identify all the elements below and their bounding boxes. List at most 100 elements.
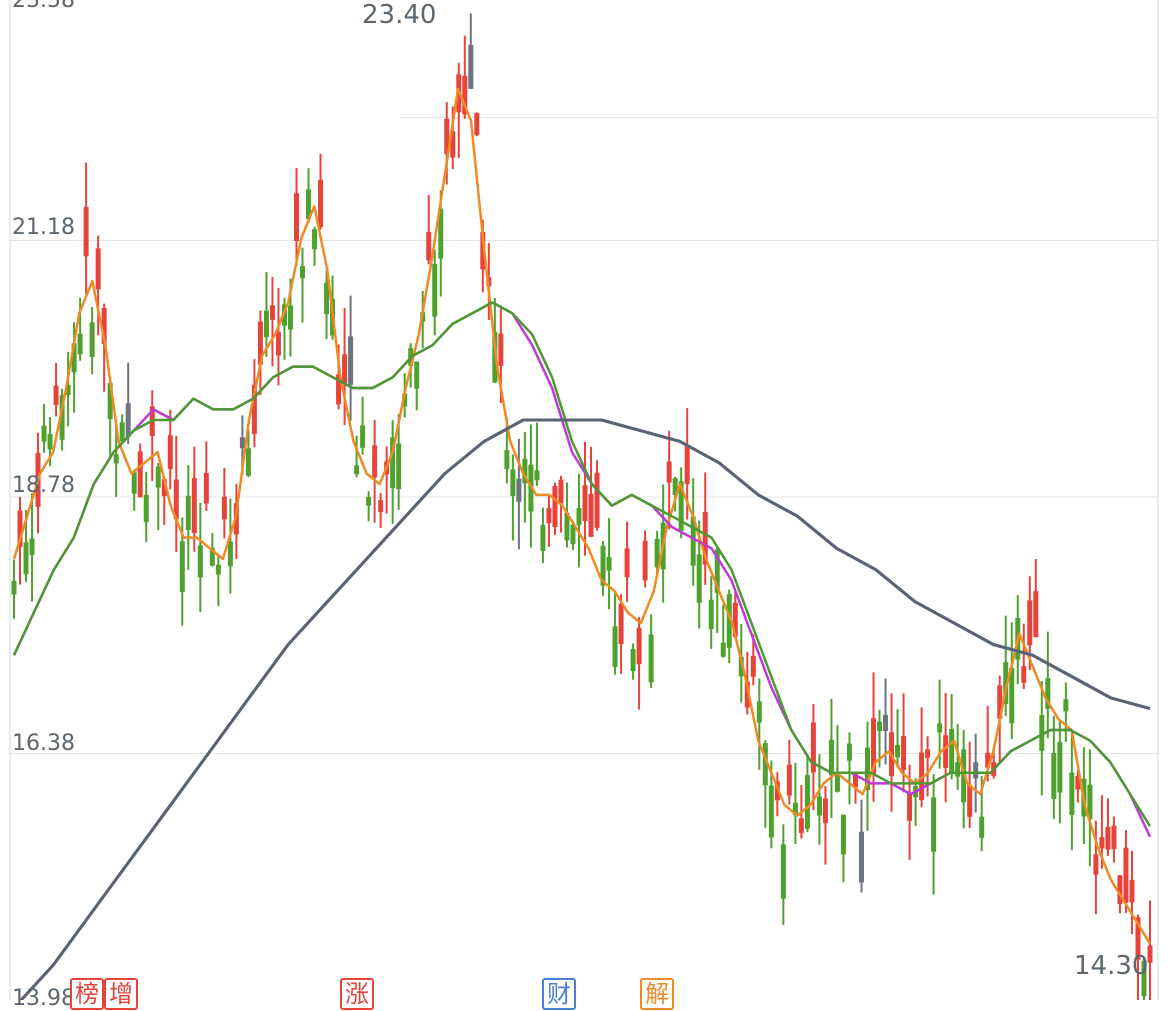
candle-body	[1045, 678, 1051, 709]
candle-body	[624, 548, 630, 578]
candle-body	[738, 656, 744, 677]
candle-body	[101, 307, 107, 345]
y-tick-label: 23.58	[12, 0, 75, 13]
candle-body	[834, 772, 840, 792]
candle-body	[774, 781, 780, 801]
candle-body	[444, 118, 450, 155]
candle-body	[678, 481, 684, 531]
candle-body	[937, 723, 943, 733]
candle-body	[474, 112, 480, 136]
candle-body	[209, 547, 215, 566]
candle-body	[119, 422, 125, 442]
candle-body	[324, 282, 330, 314]
candle-body	[540, 524, 546, 552]
candle-body	[919, 752, 925, 800]
marker-jie[interactable]: 解	[640, 978, 674, 1010]
candle-body	[798, 818, 804, 833]
candle-body	[1099, 837, 1105, 849]
candle-body	[792, 802, 798, 816]
candle-body	[167, 435, 173, 470]
candle-body	[137, 451, 143, 498]
candle-body	[1075, 775, 1081, 790]
candle-body	[1033, 591, 1039, 638]
candles	[11, 13, 1153, 1009]
candle-body	[858, 831, 864, 883]
candle-body	[895, 744, 901, 758]
candle-body	[47, 433, 53, 450]
marker-bang[interactable]: 榜	[70, 978, 104, 1010]
candle-body	[372, 445, 378, 478]
candle-body	[1129, 880, 1135, 903]
candle-body	[654, 538, 660, 568]
candle-body	[1027, 600, 1033, 646]
candle-body	[342, 354, 348, 384]
candle-body	[600, 545, 606, 586]
candle-body	[414, 361, 420, 389]
candle-body	[997, 685, 1003, 719]
candle-body	[594, 472, 600, 528]
y-tick-label: 13.98	[12, 986, 75, 1011]
ma-line	[12, 87, 1152, 945]
moving-average-lines	[12, 87, 1152, 1009]
candle-body	[768, 785, 774, 838]
candle-body	[1141, 960, 1147, 997]
candle-body	[822, 798, 828, 824]
candle-body	[366, 496, 372, 506]
candle-body	[65, 384, 71, 396]
candle-body	[510, 469, 516, 497]
candle-body	[125, 403, 131, 438]
candle-body	[53, 385, 59, 406]
candle-body	[516, 478, 522, 502]
candle-body	[732, 602, 738, 637]
gridlines	[9, 0, 1159, 1000]
candle-body	[390, 437, 396, 489]
candle-body	[612, 626, 618, 667]
candle-body	[534, 470, 540, 481]
candle-body	[77, 333, 83, 355]
candle-body	[245, 448, 251, 476]
candle-body	[143, 494, 149, 523]
marker-cai[interactable]: 财	[542, 978, 576, 1010]
candle-body	[865, 747, 871, 791]
candle-body	[185, 495, 191, 530]
candle-body	[804, 774, 810, 829]
candle-body	[227, 541, 233, 567]
marker-zeng[interactable]: 增	[104, 978, 138, 1010]
candle-body	[468, 44, 474, 89]
candle-body	[883, 714, 889, 731]
candle-body	[498, 333, 504, 366]
candle-body	[312, 229, 318, 250]
candle-body	[985, 752, 991, 768]
candle-body	[907, 792, 913, 821]
candle-body	[816, 796, 822, 816]
candle-body	[426, 231, 432, 261]
candle-body	[402, 393, 408, 407]
candle-body	[840, 814, 846, 855]
candle-body	[846, 743, 852, 761]
y-tick-label: 18.78	[12, 473, 75, 498]
marker-zhang[interactable]: 涨	[340, 978, 374, 1010]
candle-body	[756, 701, 762, 723]
candle-body	[762, 743, 768, 786]
candle-body	[1105, 826, 1111, 850]
candle-body	[348, 336, 354, 385]
candle-body	[1069, 772, 1075, 815]
candle-body	[871, 718, 877, 774]
candle-body	[1111, 825, 1117, 850]
candle-body	[744, 681, 750, 708]
candle-body	[606, 556, 612, 571]
candle-body	[83, 207, 89, 257]
candle-body	[1147, 945, 1153, 963]
candle-body	[23, 542, 29, 575]
candle-body	[203, 473, 209, 504]
candle-body	[564, 512, 570, 541]
candle-body	[1123, 847, 1129, 903]
candle-body	[215, 564, 221, 575]
candle-body	[672, 478, 678, 495]
candle-body	[155, 466, 161, 488]
candle-body	[750, 655, 756, 677]
candle-body	[1087, 784, 1093, 820]
candle-body	[570, 524, 576, 545]
